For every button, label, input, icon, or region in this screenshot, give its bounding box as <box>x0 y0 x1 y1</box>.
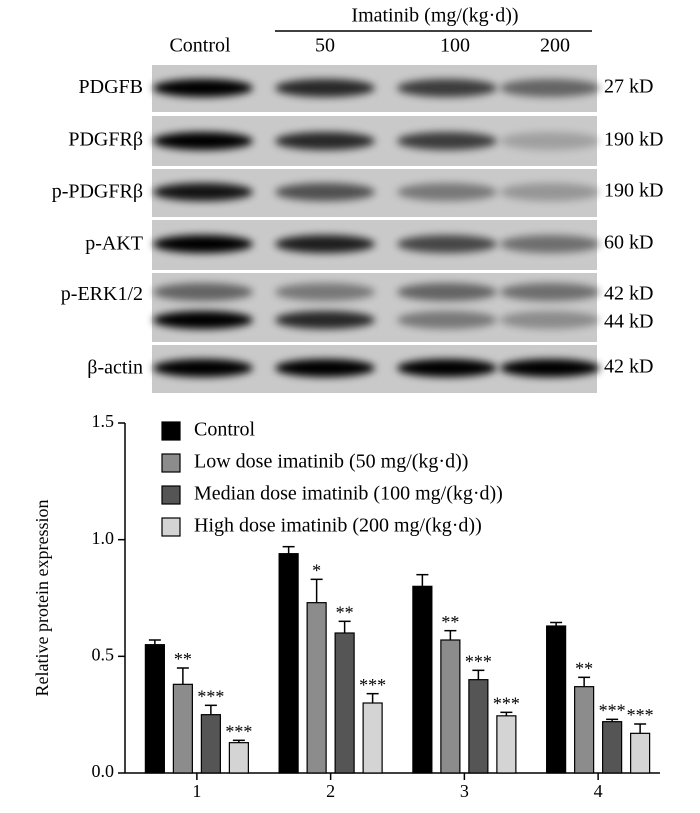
bar <box>334 632 355 774</box>
row-label: β-actin <box>87 357 143 379</box>
significance: *** <box>225 721 252 741</box>
bar <box>630 732 651 774</box>
significance: *** <box>599 700 626 720</box>
band <box>275 283 375 301</box>
band <box>397 235 497 253</box>
band <box>275 235 375 253</box>
significance: *** <box>627 705 654 725</box>
bar <box>546 625 567 774</box>
band <box>397 79 497 97</box>
legend-swatch <box>161 485 181 505</box>
bar <box>440 639 461 774</box>
lane-label: 100 <box>440 35 470 57</box>
y-tick-label: 1.0 <box>92 528 115 548</box>
band <box>397 283 497 301</box>
bar <box>172 683 193 774</box>
row-label: PDGFRβ <box>68 129 143 151</box>
legend-label: Low dose imatinib (50 mg/(kg·d)) <box>194 451 468 473</box>
significance: ** <box>441 612 459 632</box>
bar <box>200 714 221 774</box>
legend-label: High dose imatinib (200 mg/(kg·d)) <box>194 515 482 537</box>
significance: ** <box>336 602 354 622</box>
band <box>275 79 375 97</box>
row-label: p-PDGFRβ <box>52 181 143 203</box>
row-label: PDGFB <box>79 76 143 98</box>
size-label: 190 kD <box>604 129 663 151</box>
lane-label: 200 <box>540 35 570 57</box>
band <box>397 183 497 201</box>
y-tick-label: 0.0 <box>92 761 115 781</box>
band <box>397 359 497 377</box>
band <box>500 132 600 150</box>
bar <box>574 686 595 774</box>
band <box>153 132 253 150</box>
bar <box>278 553 299 774</box>
significance: *** <box>197 686 224 706</box>
x-tick-label: 1 <box>192 781 201 801</box>
significance: * <box>312 560 321 580</box>
band <box>500 283 600 301</box>
significance: ** <box>575 658 593 678</box>
row-label: p-ERK1/2 <box>61 283 143 305</box>
size-label: 60 kD <box>604 232 653 254</box>
y-axis-label: Relative protein expression <box>32 500 52 697</box>
legend-swatch <box>161 453 181 473</box>
band <box>500 183 600 201</box>
lane-label: 50 <box>315 35 335 57</box>
band <box>153 183 253 201</box>
significance: *** <box>493 693 520 713</box>
size-label: 190 kD <box>604 180 663 202</box>
band <box>500 79 600 97</box>
band <box>275 132 375 150</box>
bar <box>144 644 165 774</box>
band <box>275 183 375 201</box>
band <box>153 235 253 253</box>
band <box>275 359 375 377</box>
band <box>500 311 600 329</box>
significance: ** <box>174 649 192 669</box>
band <box>153 359 253 377</box>
bar <box>362 702 383 774</box>
band <box>275 311 375 329</box>
row-label: p-AKT <box>85 233 143 255</box>
x-tick-label: 2 <box>326 781 335 801</box>
bar <box>228 742 249 774</box>
legend-label: Control <box>194 419 256 441</box>
band <box>500 359 600 377</box>
legend-swatch <box>161 421 181 441</box>
band <box>397 132 497 150</box>
significance: *** <box>359 675 386 695</box>
band <box>153 311 253 329</box>
blot-panel <box>152 273 597 342</box>
band <box>153 283 253 301</box>
x-tick-label: 3 <box>460 781 469 801</box>
bar <box>306 602 327 774</box>
size-label: 27 kD <box>604 76 653 98</box>
bar <box>496 715 517 774</box>
x-tick-label: 4 <box>594 781 603 801</box>
blot-header: Imatinib (mg/(kg·d)) <box>351 5 518 27</box>
size-label: 42 kD <box>604 283 653 305</box>
lane-label: Control <box>169 35 231 57</box>
significance: *** <box>465 651 492 671</box>
y-tick-label: 0.5 <box>92 644 115 664</box>
legend-label: Median dose imatinib (100 mg/(kg·d)) <box>194 483 503 505</box>
bar <box>468 679 489 774</box>
bar <box>412 585 433 774</box>
band <box>153 79 253 97</box>
legend-swatch <box>161 517 181 537</box>
band <box>397 311 497 329</box>
bar <box>602 721 623 774</box>
size-label: 44 kD <box>604 311 653 333</box>
band <box>500 235 600 253</box>
y-tick-label: 1.5 <box>92 411 115 431</box>
size-label: 42 kD <box>604 356 653 378</box>
